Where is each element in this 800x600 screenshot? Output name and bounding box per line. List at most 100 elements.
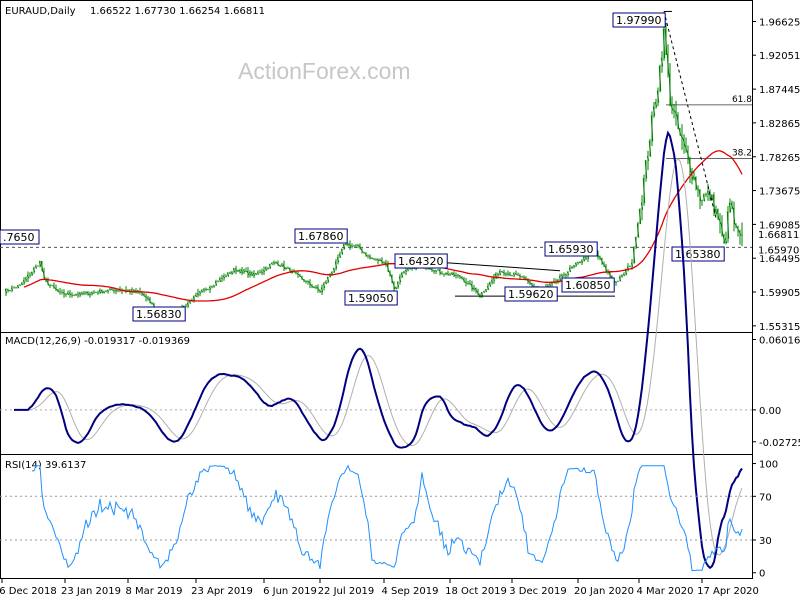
candle-body (106, 289, 110, 293)
candle-body (144, 295, 148, 299)
candle-body (315, 286, 317, 289)
candle-body (202, 288, 206, 291)
candle-body (558, 276, 562, 281)
price-annotation-box (612, 12, 666, 28)
candle-body (624, 269, 628, 275)
candle-body (287, 267, 289, 270)
candle-body (468, 282, 472, 285)
candle-body (268, 264, 272, 269)
candle-body (117, 289, 119, 292)
candle-body (20, 282, 24, 286)
candle-body (78, 292, 82, 296)
candle-body (54, 287, 58, 291)
rsi-title: RSI(14) 39.6137 (5, 460, 86, 471)
price-tick-label: 1.78265 (759, 153, 800, 164)
rsi-pane-frame (0, 454, 753, 579)
candle-body (371, 257, 373, 260)
candle-body (230, 271, 234, 275)
price-annotation-label: 1.65930 (548, 243, 594, 256)
candle-body (296, 272, 300, 276)
candle-body (720, 223, 724, 236)
candle-body (246, 270, 250, 276)
rsi-line (0, 464, 752, 571)
candle-body (660, 57, 664, 67)
candle-body (636, 223, 640, 238)
candle-body (608, 272, 612, 277)
time-tick-label: 20 Jan 2020 (574, 586, 634, 597)
candle-body (355, 245, 357, 247)
candle-body (576, 261, 580, 264)
candle-body (334, 261, 338, 269)
time-tick-label: 6 Jun 2019 (263, 586, 317, 597)
moving-average (23, 150, 743, 302)
candle-body (324, 281, 328, 285)
candle-body (490, 279, 494, 284)
candle-body (218, 278, 222, 283)
candle-body (738, 230, 742, 236)
candle-body (432, 269, 436, 273)
rsi-tick-label: 100 (759, 460, 778, 471)
candle-body (212, 284, 216, 287)
candle-body (105, 290, 107, 293)
candle-body (198, 291, 202, 294)
current-price-bg (754, 229, 798, 241)
candle-body (46, 280, 50, 286)
candle-body (66, 292, 70, 296)
candle-body (632, 246, 636, 264)
candle-body (308, 281, 312, 286)
candle-body (572, 264, 576, 268)
candle-body (77, 293, 79, 296)
candle-body (728, 202, 732, 213)
candle-body (90, 291, 94, 295)
candle-body (65, 293, 67, 296)
candle-body (284, 267, 288, 270)
candle-body (386, 264, 390, 273)
price-annotation-label: 1.56830 (136, 308, 182, 321)
time-tick-label: 4 Sep 2019 (381, 586, 438, 597)
candle-body (676, 115, 680, 130)
candle-body (49, 284, 51, 287)
candle-body (51, 284, 53, 287)
candle-body (563, 274, 565, 277)
time-tick-label: 23 Apr 2019 (191, 586, 253, 597)
time-tick-label: 17 Apr 2020 (697, 586, 759, 597)
candle-body (604, 265, 608, 273)
candle-body (30, 271, 34, 276)
candle-body (344, 243, 348, 246)
candle-body (294, 271, 298, 274)
candle-body (4, 288, 8, 294)
candle-body (460, 276, 464, 280)
candle-body (696, 188, 700, 191)
candle-body (730, 202, 734, 209)
candle-body (252, 272, 256, 277)
candle-body (404, 269, 408, 273)
candle-body (362, 251, 366, 254)
macd-tick-label: 0.00 (759, 406, 781, 417)
candle-body (455, 274, 457, 277)
candle-body (282, 264, 286, 270)
candle-body (61, 291, 63, 294)
candle-body (392, 282, 396, 290)
candle-body (68, 292, 72, 296)
candle-body (262, 269, 266, 273)
candle-body (102, 291, 106, 294)
candle-body (73, 294, 75, 297)
candle-body (305, 280, 307, 283)
candle-body (650, 115, 654, 142)
candle-body (476, 291, 480, 296)
candle-body (406, 268, 410, 271)
candle-body (97, 291, 99, 294)
candle-body (310, 284, 314, 288)
candle-body (18, 284, 22, 287)
candle-body (514, 272, 518, 276)
candle-body (440, 272, 444, 275)
candle-body (470, 283, 474, 290)
decline-dashed-trendline (663, 11, 717, 218)
candle-body (674, 111, 678, 116)
candle-body (600, 258, 604, 265)
candle-body (368, 255, 372, 259)
rsi-tick-label: 70 (759, 492, 772, 503)
candle-body (234, 268, 238, 272)
candle-body (398, 276, 402, 283)
price-annotation-label: 1.65380 (675, 248, 721, 261)
